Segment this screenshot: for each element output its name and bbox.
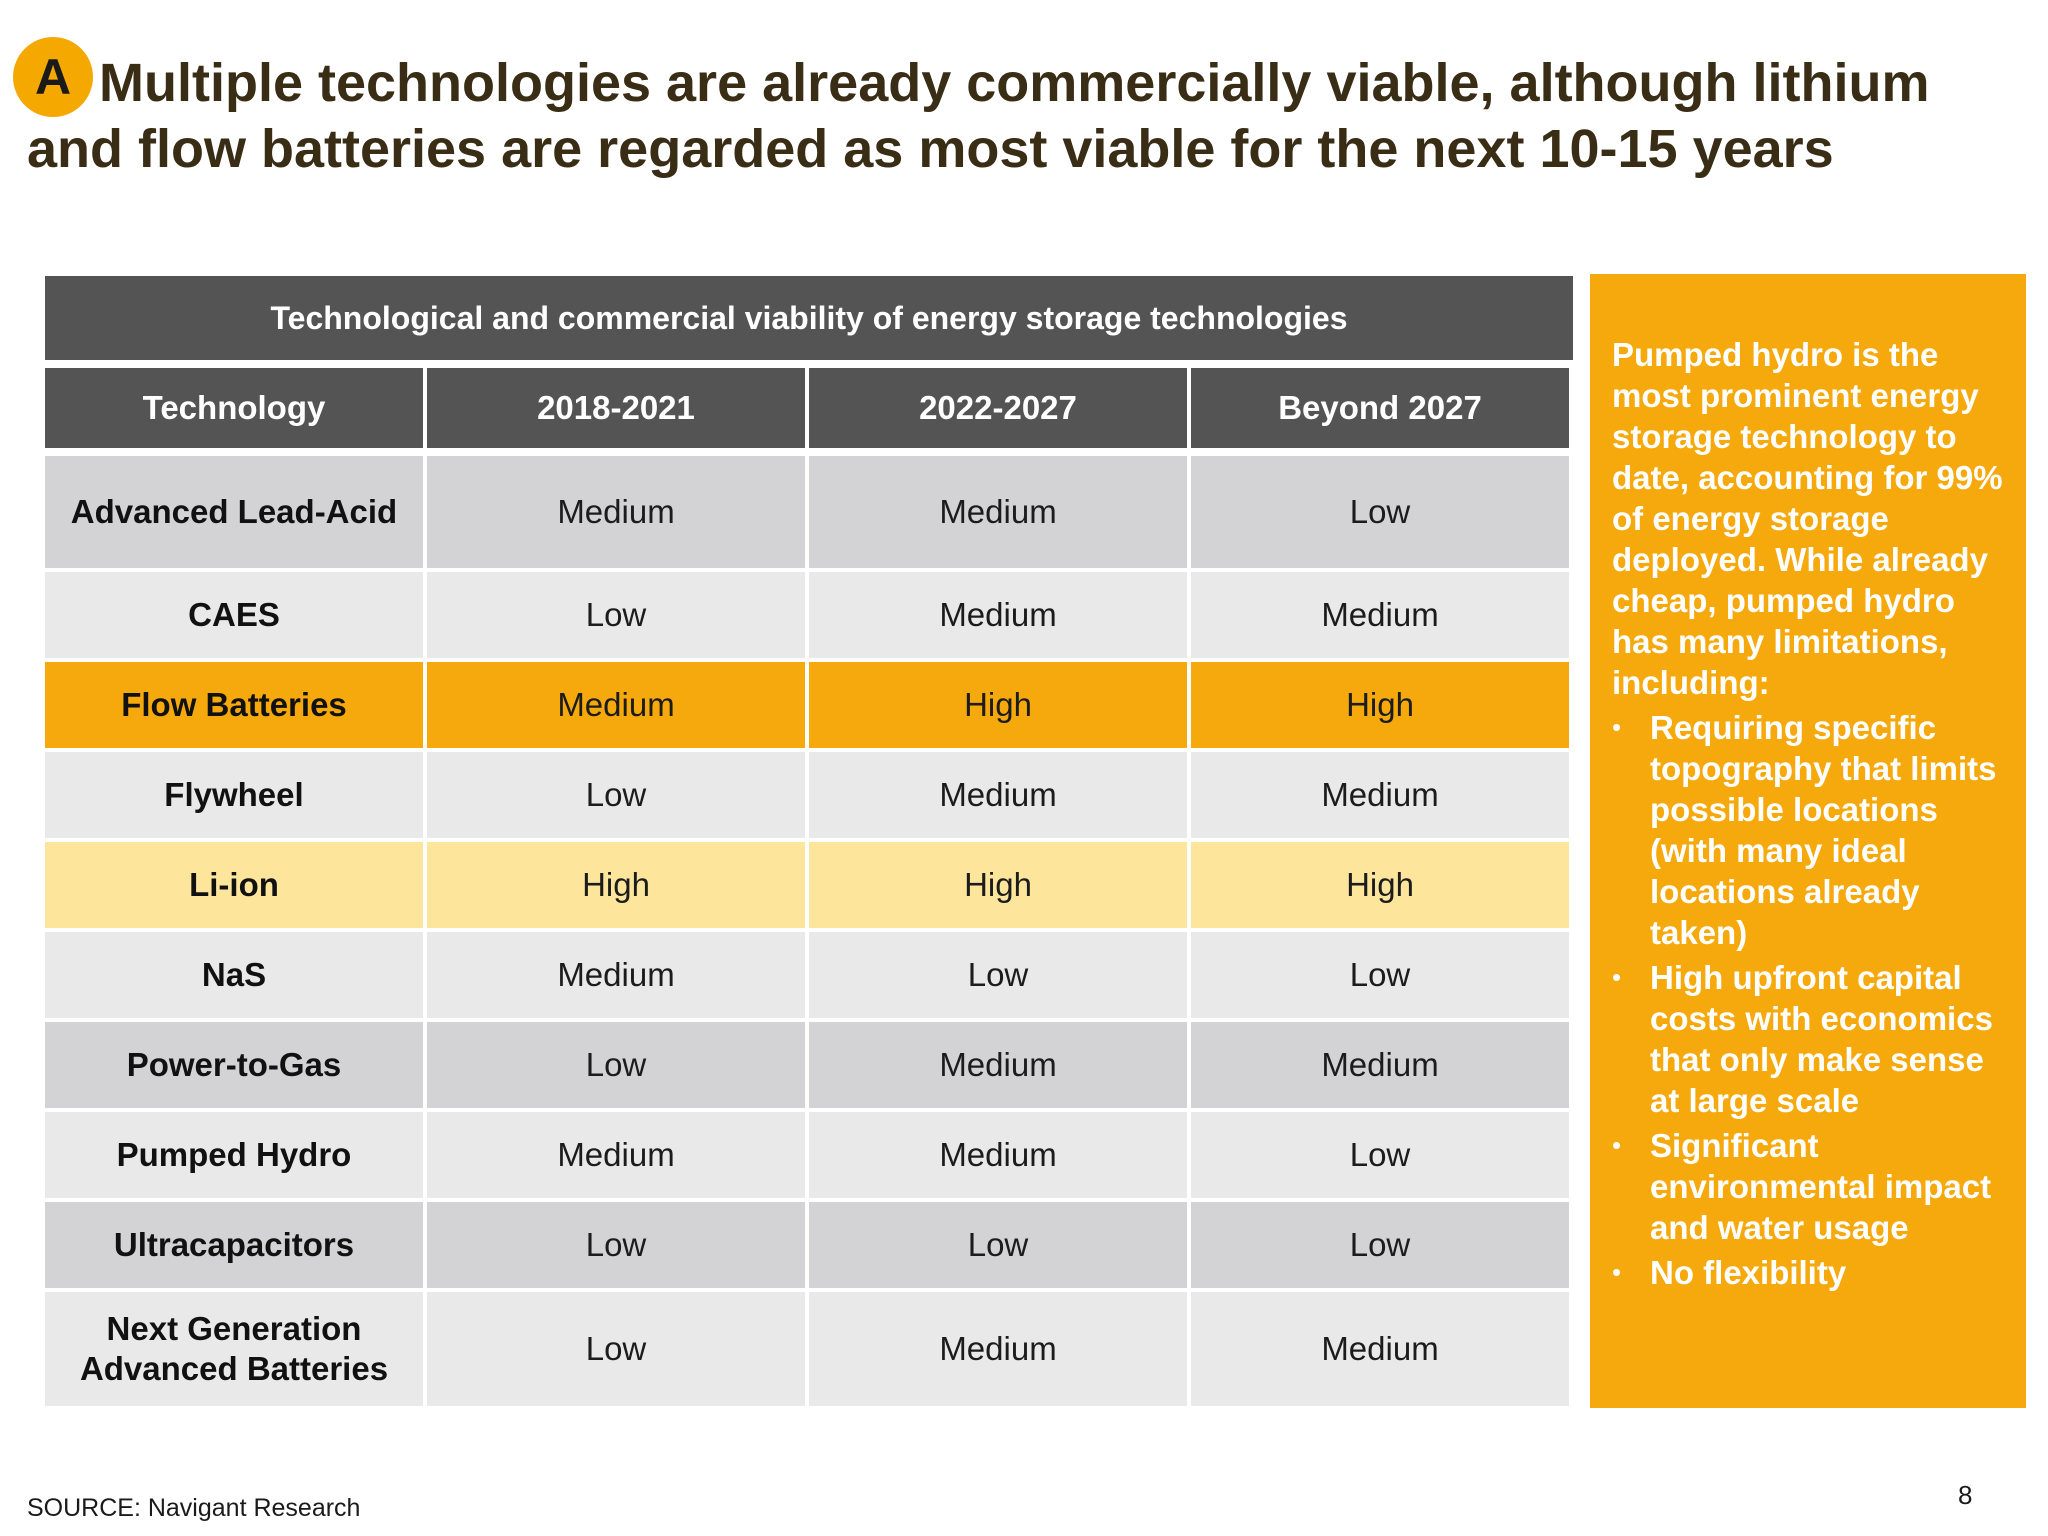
page-number: 8 <box>1958 1480 1973 1510</box>
table-cell: Medium <box>427 1112 805 1198</box>
list-item: • No flexibility <box>1612 1252 2010 1293</box>
row-technology-flywheel: Flywheel <box>45 752 423 838</box>
table-cell: High <box>1191 662 1569 748</box>
section-badge: A <box>13 37 93 117</box>
table-cell: Low <box>1191 1112 1569 1198</box>
table-cell: Medium <box>809 752 1187 838</box>
table-cell: Medium <box>427 456 805 568</box>
table-cell: High <box>809 842 1187 928</box>
bullet-text: Significant environmental impact and wat… <box>1650 1127 1992 1246</box>
table-cell: Medium <box>427 662 805 748</box>
list-item: • Requiring specific topography that limi… <box>1612 707 2010 953</box>
row-technology-li-ion: Li-ion <box>45 842 423 928</box>
table-cell: Medium <box>427 932 805 1018</box>
bullet-icon: • <box>1612 1257 1622 1287</box>
table-cell: Low <box>1191 456 1569 568</box>
header-2022-2027: 2022-2027 <box>809 368 1187 448</box>
row-technology-advanced-lead-acid: Advanced Lead-Acid <box>45 456 423 568</box>
bullet-text: Requiring specific topography that limit… <box>1650 709 1997 951</box>
row-technology-power-to-gas: Power-to-Gas <box>45 1022 423 1108</box>
table-cell: Medium <box>1191 1292 1569 1406</box>
row-technology-pumped-hydro: Pumped Hydro <box>45 1112 423 1198</box>
page-title: Multiple technologies are already commer… <box>27 53 1930 179</box>
table-cell: Medium <box>809 456 1187 568</box>
bullet-icon: • <box>1612 712 1622 742</box>
bullet-icon: • <box>1612 962 1622 992</box>
row-technology-flow-batteries: Flow Batteries <box>45 662 423 748</box>
table-cell: Low <box>427 1202 805 1288</box>
header-beyond-2027: Beyond 2027 <box>1191 368 1569 448</box>
row-technology-next-generation-advanced-batteries: Next Generation Advanced Batteries <box>45 1292 423 1406</box>
table-cell: High <box>809 662 1187 748</box>
table-cell: High <box>427 842 805 928</box>
table-cell: Low <box>809 932 1187 1018</box>
bullet-text: High upfront capital costs with economic… <box>1650 959 1993 1119</box>
table-cell: Low <box>427 1292 805 1406</box>
viability-table: Technological and commercial viability o… <box>45 276 1573 1410</box>
header-2018-2021: 2018-2021 <box>427 368 805 448</box>
callout-bullet-list: • Requiring specific topography that limi… <box>1612 707 2010 1293</box>
table-cell: Low <box>1191 1202 1569 1288</box>
row-technology-ultracapacitors: Ultracapacitors <box>45 1202 423 1288</box>
header-technology: Technology <box>45 368 423 448</box>
table-cell: Medium <box>1191 1022 1569 1108</box>
table-cell: Low <box>1191 932 1569 1018</box>
table-cell: Low <box>427 1022 805 1108</box>
table-cell: Low <box>809 1202 1187 1288</box>
row-technology-nas: NaS <box>45 932 423 1018</box>
table-cell: Medium <box>809 1112 1187 1198</box>
bullet-icon: • <box>1612 1130 1622 1160</box>
pumped-hydro-callout: Pumped hydro is the most prominent energ… <box>1590 274 2026 1408</box>
list-item: • High upfront capital costs with economi… <box>1612 957 2010 1121</box>
table-cell: Medium <box>1191 572 1569 658</box>
table-cell: Low <box>427 572 805 658</box>
table-caption: Technological and commercial viability o… <box>45 276 1573 360</box>
table-cell: Medium <box>1191 752 1569 838</box>
table-cell: Medium <box>809 1292 1187 1406</box>
callout-intro: Pumped hydro is the most prominent energ… <box>1612 336 2003 701</box>
source-note: SOURCE: Navigant Research <box>27 1494 361 1522</box>
list-item: • Significant environmental impact and wa… <box>1612 1125 2010 1248</box>
table-cell: Medium <box>809 1022 1187 1108</box>
bullet-text: No flexibility <box>1650 1254 1847 1291</box>
row-technology-caes: CAES <box>45 572 423 658</box>
table-cell: Low <box>427 752 805 838</box>
table-grid: Technology 2018-2021 2022-2027 Beyond 20… <box>45 368 1573 1410</box>
table-cell: High <box>1191 842 1569 928</box>
table-cell: Medium <box>809 572 1187 658</box>
